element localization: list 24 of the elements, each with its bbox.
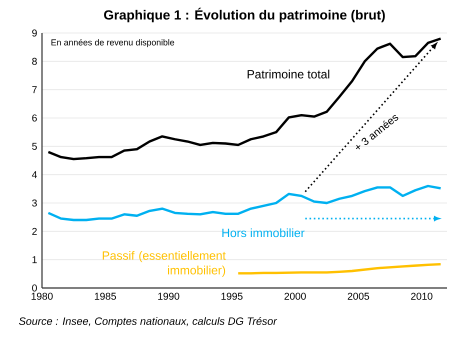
line-series (47, 37, 442, 160)
y-tick-label: 8 (32, 58, 37, 65)
x-tick-label: 2005 (348, 292, 370, 300)
series-label: Patrimoine total (248, 70, 330, 78)
y-tick-label: 4 (32, 171, 37, 178)
x-tick-label: 2010 (411, 292, 432, 300)
x-tick-label: 1985 (94, 292, 116, 300)
y-tick-label: 0 (32, 284, 37, 292)
x-tick-label: 2000 (284, 292, 306, 300)
y-tick-label: 1 (32, 256, 37, 264)
source-note: Source : Insee, Comptes nationaux, calculs DG Trésor (19, 316, 278, 328)
y-tick-label: 5 (32, 142, 37, 150)
text: En années de revenu disponible (51, 38, 174, 48)
y-tick-label: 9 (32, 29, 37, 37)
series-label: Hors immobilier (222, 228, 304, 238)
x-tick-label: 1980 (32, 292, 53, 300)
x-tick-label: 1995 (221, 292, 243, 300)
y-tick-label: 3 (32, 199, 37, 207)
y-tick-label: 7 (32, 86, 37, 94)
series-label: Passif (essentiellement immobilier) (102, 250, 226, 277)
chart-title: Graphique 1 : Évolution du patrimoine (brut) (104, 8, 385, 22)
y-tick-label: 6 (32, 114, 37, 122)
x-tick-label: 1990 (158, 292, 180, 300)
y-tick-label: 2 (32, 228, 37, 235)
